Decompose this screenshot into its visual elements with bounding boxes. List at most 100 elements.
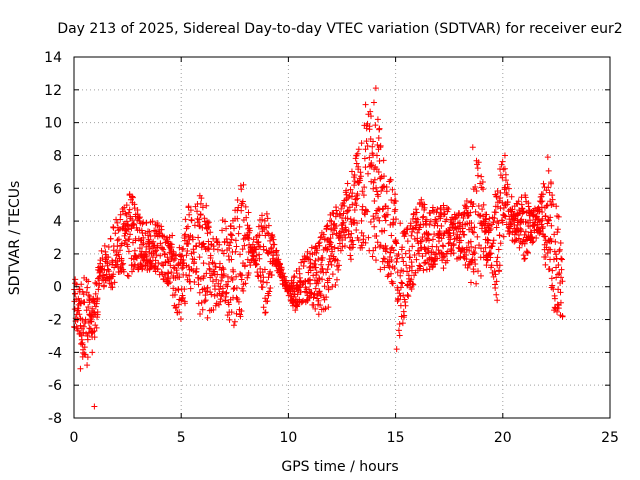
data-point [256, 255, 263, 262]
data-point [373, 232, 380, 239]
x-tick-label: 5 [177, 430, 186, 446]
data-point [327, 258, 334, 265]
data-point [412, 206, 419, 213]
data-point [322, 305, 329, 312]
data-point [545, 167, 552, 174]
data-point [370, 179, 377, 186]
data-point [370, 138, 377, 145]
data-point [265, 230, 272, 237]
data-point [184, 247, 191, 254]
y-tick-label: 0 [53, 280, 62, 296]
x-tick-label: 20 [494, 430, 512, 446]
data-point [477, 180, 484, 187]
data-point [362, 146, 369, 153]
data-point [401, 230, 408, 237]
data-point [555, 305, 562, 312]
data-point [404, 292, 411, 299]
data-point [152, 248, 159, 255]
data-point [483, 262, 490, 269]
data-point [373, 184, 380, 191]
data-point [409, 243, 416, 250]
data-point [374, 214, 381, 221]
data-point [269, 233, 276, 240]
data-point [88, 318, 95, 325]
data-point [170, 264, 177, 271]
data-point [495, 220, 502, 227]
data-point [416, 247, 423, 254]
data-point [367, 218, 374, 225]
data-point [463, 244, 470, 251]
data-point [268, 271, 275, 278]
data-point [420, 213, 427, 220]
data-point [461, 211, 468, 218]
data-point [474, 233, 481, 240]
data-point [399, 280, 406, 287]
data-point [317, 234, 324, 241]
data-point [119, 261, 126, 268]
data-point [191, 278, 198, 285]
axis-ticks [73, 56, 611, 419]
data-point [224, 312, 231, 319]
data-point [247, 262, 254, 269]
data-point [557, 240, 564, 247]
data-point [545, 184, 552, 191]
data-point [402, 230, 409, 237]
data-point [80, 329, 87, 336]
data-point [346, 192, 353, 199]
data-point [118, 257, 125, 264]
data-point [417, 199, 423, 206]
data-point [227, 239, 234, 246]
data-point [553, 203, 560, 210]
data-point [199, 204, 206, 211]
data-point [77, 322, 84, 329]
data-point [540, 223, 547, 230]
data-point [230, 268, 237, 275]
data-point [355, 146, 362, 153]
data-point [370, 99, 377, 106]
data-point [238, 207, 245, 214]
data-point [414, 229, 421, 236]
data-point [555, 271, 562, 278]
data-point [361, 184, 368, 191]
data-point [190, 267, 197, 274]
data-point [392, 206, 399, 213]
data-point [505, 224, 512, 231]
data-point [341, 243, 348, 250]
data-point [403, 262, 410, 269]
data-point [475, 159, 482, 166]
data-point [321, 283, 328, 290]
data-point [114, 237, 121, 244]
data-point [152, 228, 159, 235]
data-point [344, 215, 351, 222]
data-point [337, 233, 344, 240]
data-point [85, 303, 92, 310]
data-point [351, 171, 358, 178]
data-point [225, 301, 232, 308]
data-point [504, 199, 511, 206]
data-point [239, 272, 246, 279]
data-point [480, 186, 487, 193]
data-point [154, 265, 161, 272]
data-point [369, 143, 376, 150]
data-point [92, 322, 99, 329]
data-point [240, 287, 247, 294]
data-point [316, 275, 323, 282]
data-point [199, 306, 206, 313]
data-point [494, 254, 501, 261]
data-point [393, 346, 400, 353]
data-point [92, 303, 99, 310]
data-point [111, 279, 118, 286]
data-point [310, 294, 317, 301]
data-point [306, 293, 313, 300]
data-point [83, 307, 90, 314]
data-point [544, 154, 551, 161]
data-point [93, 324, 100, 331]
data-point [380, 255, 387, 262]
data-point [345, 207, 352, 214]
data-point [260, 246, 267, 253]
data-point [197, 200, 204, 207]
data-point [207, 254, 214, 261]
data-point [427, 218, 434, 225]
data-point [362, 239, 369, 246]
data-point [349, 190, 356, 197]
